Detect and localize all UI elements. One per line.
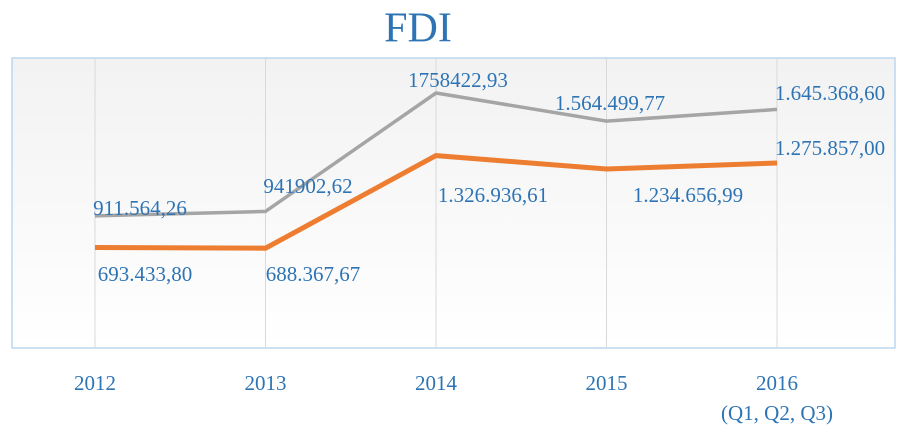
x-tick-label: 2015 xyxy=(585,371,628,395)
series-line xyxy=(94,153,778,251)
data-label: 1.234.656,99 xyxy=(633,183,743,207)
data-label: 1758422,93 xyxy=(408,68,508,92)
x-tick-label: 2016 (Q1, Q2, Q3) xyxy=(721,371,833,425)
chart-title: FDI xyxy=(384,6,452,52)
data-label: 911.564,26 xyxy=(93,196,187,220)
data-label: 693.433,80 xyxy=(98,262,193,286)
plot-area xyxy=(11,57,896,349)
data-label: 1.326.936,61 xyxy=(438,183,548,207)
data-label: 941902,62 xyxy=(263,174,352,198)
series-line xyxy=(94,91,778,218)
data-label: 1.564.499,77 xyxy=(555,91,665,115)
x-tick-label: 2012 xyxy=(74,371,116,395)
x-tick-label: 2014 xyxy=(415,371,457,395)
x-tick-label: 2013 xyxy=(244,371,287,395)
data-label: 1.275.857,00 xyxy=(775,136,885,160)
data-label: 688.367,67 xyxy=(266,262,361,286)
data-label: 1.645.368,60 xyxy=(775,81,885,105)
